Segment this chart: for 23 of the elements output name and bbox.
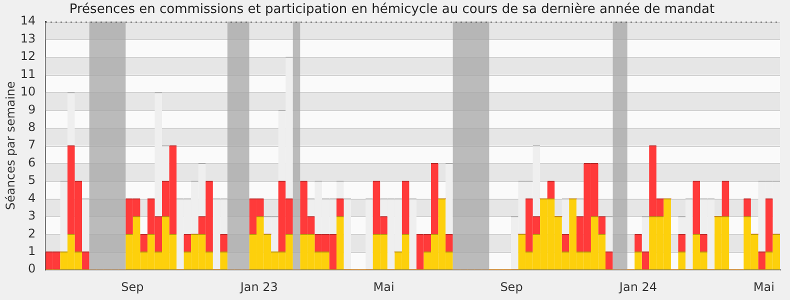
y-tick-label: 1 [28,244,36,258]
x-tick-label: Sep [500,280,523,294]
x-tick-label: Mai [753,280,774,294]
y-tick-label: 14 [20,14,36,28]
x-tick-label: Jan 24 [618,280,658,294]
y-tick-label: 3 [28,208,36,223]
y-tick-label: 11 [20,66,36,81]
y-tick-label: 8 [28,120,36,134]
y-tick-label: 7 [28,138,36,152]
y-tick-label: 0 [28,262,36,276]
x-tick-label: Jan 23 [239,280,278,294]
x-tick-label: Mai [373,280,394,294]
y-tick-label: 12 [20,49,36,64]
y-tick-label: 5 [28,173,36,188]
y-tick-label: 2 [28,226,36,240]
y-tick-label: 6 [28,155,36,170]
y-axis-title: Séances par semaine [3,81,18,210]
y-tick-label: 4 [28,190,36,205]
y-tick-label: 9 [28,102,36,116]
chart-title: Présences en commissions et participation en hémicycle au cours de sa dernière année de mandat [69,2,715,18]
y-tick-label: 10 [20,84,36,99]
x-tick-label: Sep [121,280,144,294]
y-tick-label: 13 [20,31,36,46]
